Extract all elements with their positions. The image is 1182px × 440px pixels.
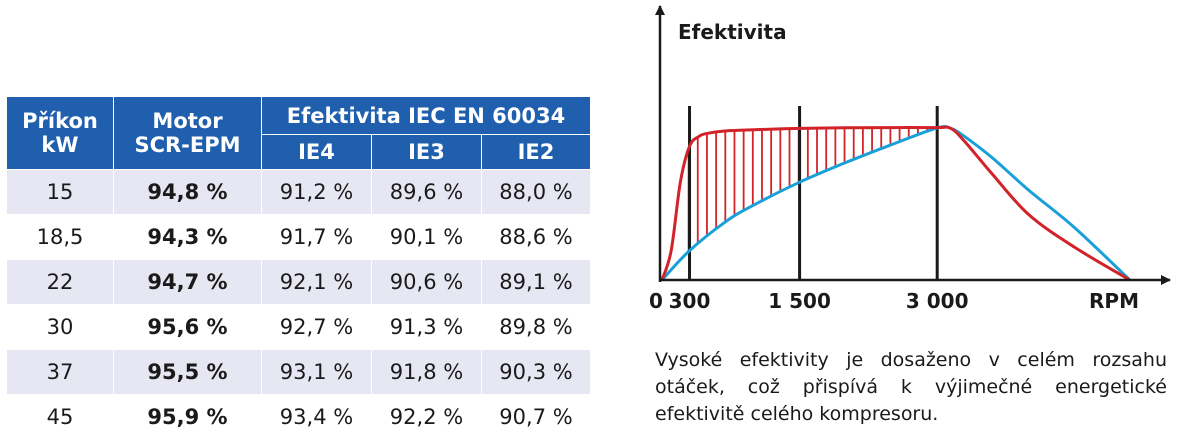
cell-motor: 95,5 %	[113, 349, 262, 395]
cell-motor: 95,6 %	[113, 304, 262, 350]
cell-motor: 94,7 %	[113, 259, 262, 305]
cell-ie4: 91,7 %	[261, 214, 372, 260]
header-motor: Motor SCR-EPM	[113, 96, 262, 170]
cell-power: 30	[6, 304, 114, 350]
header-efficiency: Efektivita IEC EN 60034	[261, 96, 591, 135]
table-row: 15 94,8 % 91,2 % 89,6 % 88,0 %	[6, 169, 591, 215]
cell-ie4: 93,4 %	[261, 394, 372, 440]
cell-power: 37	[6, 349, 114, 395]
cell-ie3: 90,1 %	[371, 214, 482, 260]
cell-ie2: 88,6 %	[481, 214, 591, 260]
cell-motor: 95,9 %	[113, 394, 262, 440]
header-power: Příkon kW	[6, 96, 114, 170]
cell-ie2: 90,3 %	[481, 349, 591, 395]
table-row: 30 95,6 % 92,7 % 91,3 % 89,8 %	[6, 304, 591, 350]
cell-power: 18,5	[6, 214, 114, 260]
cell-ie2: 88,0 %	[481, 169, 591, 215]
chart-caption: Vysoké efektivity je dosaženo v celém ro…	[655, 349, 1167, 425]
cell-power: 45	[6, 394, 114, 440]
cell-motor: 94,3 %	[113, 214, 262, 260]
efficiency-chart: Efektivita RPM 0 300 1 500 3 000	[649, 5, 1171, 313]
x-tick-label: 3 000	[906, 289, 969, 313]
series-line-blue	[660, 125, 1131, 282]
table-row: 45 95,9 % 93,4 % 92,2 % 90,7 %	[6, 394, 591, 440]
cell-ie3: 91,3 %	[371, 304, 482, 350]
efficiency-table: Příkon kW Motor SCR-EPM Efektivita IEC E…	[6, 96, 591, 440]
header-ie2: IE2	[481, 134, 591, 170]
cell-ie2: 89,8 %	[481, 304, 591, 350]
cell-ie4: 93,1 %	[261, 349, 372, 395]
cell-power: 15	[6, 169, 114, 215]
header-ie3: IE3	[371, 134, 482, 170]
table-row: 37 95,5 % 93,1 % 91,8 % 90,3 %	[6, 349, 591, 395]
cell-ie3: 90,6 %	[371, 259, 482, 305]
table-row: 22 94,7 % 92,1 % 90,6 % 89,1 %	[6, 259, 591, 305]
cell-ie3: 91,8 %	[371, 349, 482, 395]
x-tick-label: 0	[649, 289, 663, 313]
cell-ie4: 91,2 %	[261, 169, 372, 215]
cell-ie2: 89,1 %	[481, 259, 591, 305]
x-tick-label: 300	[669, 289, 711, 313]
cell-ie3: 92,2 %	[371, 394, 482, 440]
cell-ie2: 90,7 %	[481, 394, 591, 440]
cell-motor: 94,8 %	[113, 169, 262, 215]
x-tick-label: 1 500	[768, 289, 831, 313]
y-axis-label: Efektivita	[678, 20, 787, 44]
x-axis-label: RPM	[1089, 289, 1139, 313]
series-line-red	[660, 125, 1131, 282]
header-ie4: IE4	[261, 134, 372, 170]
cell-power: 22	[6, 259, 114, 305]
table-row: 18,5 94,3 % 91,7 % 90,1 % 88,6 %	[6, 214, 591, 260]
cell-ie3: 89,6 %	[371, 169, 482, 215]
cell-ie4: 92,1 %	[261, 259, 372, 305]
cell-ie4: 92,7 %	[261, 304, 372, 350]
